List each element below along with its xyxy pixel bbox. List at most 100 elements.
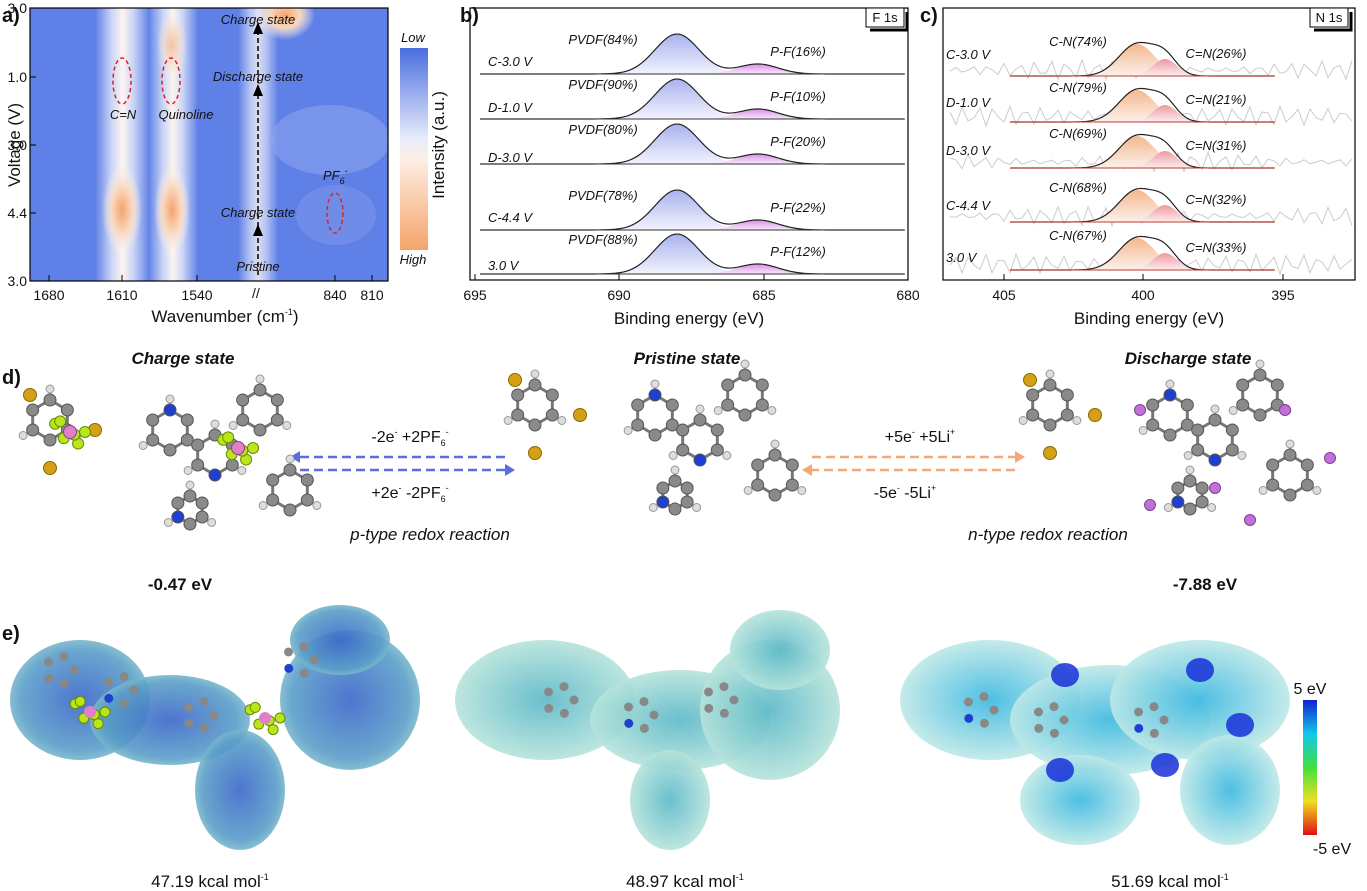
x-tick-label: 680 bbox=[896, 287, 920, 303]
atom bbox=[299, 642, 309, 652]
h-atom bbox=[670, 465, 680, 475]
badge bbox=[1309, 7, 1349, 28]
atom bbox=[785, 458, 799, 472]
atom bbox=[1049, 702, 1059, 712]
esp-negative bbox=[1226, 713, 1254, 737]
atom bbox=[1266, 478, 1280, 492]
esp-value: 51.69 kcal mol-1 bbox=[1111, 872, 1229, 891]
text-run: + bbox=[931, 483, 936, 493]
h-atom bbox=[740, 359, 750, 369]
h-atom bbox=[207, 518, 217, 527]
atom bbox=[146, 433, 160, 447]
atom bbox=[545, 388, 559, 402]
h-atom bbox=[165, 394, 175, 404]
row-label: C-4.4 V bbox=[488, 210, 533, 225]
text-run: +2e bbox=[371, 485, 398, 502]
atom bbox=[624, 718, 634, 728]
atom bbox=[1191, 423, 1205, 437]
text-run: ) bbox=[293, 307, 299, 326]
peak-label: PVDF(88%) bbox=[568, 232, 637, 247]
reaction: +5e- +5Li+ bbox=[885, 427, 956, 446]
panel-label: a) bbox=[2, 5, 20, 27]
esp-surface bbox=[1020, 755, 1140, 845]
peak-label: C-N(68%) bbox=[1049, 180, 1107, 195]
peak-label: P-F(16%) bbox=[770, 44, 826, 59]
atom bbox=[146, 413, 160, 427]
fitted-peak bbox=[1129, 253, 1201, 270]
atom bbox=[1026, 408, 1040, 422]
atom bbox=[183, 517, 197, 531]
heatmap bbox=[30, 8, 388, 281]
text-run: -2PF bbox=[402, 485, 441, 502]
s-atom bbox=[508, 373, 522, 387]
x-tick-label: 405 bbox=[992, 287, 1016, 303]
atom bbox=[639, 697, 649, 707]
colorbar bbox=[400, 48, 428, 250]
peak-label: C=N(31%) bbox=[1185, 138, 1246, 153]
h-atom bbox=[255, 374, 265, 384]
atom bbox=[676, 443, 690, 457]
atom bbox=[1270, 378, 1284, 392]
atom bbox=[544, 687, 554, 697]
atom bbox=[559, 708, 569, 718]
f-atom bbox=[222, 431, 235, 444]
h-atom bbox=[767, 406, 777, 415]
atom bbox=[1163, 428, 1177, 442]
atom bbox=[511, 408, 525, 422]
h-atom bbox=[1207, 503, 1217, 512]
fitted-peak bbox=[1129, 151, 1201, 168]
f-atom bbox=[79, 426, 91, 438]
fitted-peak bbox=[698, 154, 818, 164]
atom bbox=[964, 713, 974, 723]
axis-break: // bbox=[252, 285, 260, 301]
atom bbox=[648, 388, 662, 402]
text-run: - bbox=[446, 483, 449, 493]
atom bbox=[785, 478, 799, 492]
x-tick-label: 400 bbox=[1131, 287, 1155, 303]
text-run: -1 bbox=[736, 872, 744, 882]
h-atom bbox=[1228, 406, 1238, 415]
peak-label: C-N(67%) bbox=[1049, 228, 1107, 243]
atom bbox=[1225, 443, 1239, 457]
h-atom bbox=[1210, 404, 1220, 414]
reaction: -5e- -5Li+ bbox=[874, 483, 937, 502]
atom bbox=[59, 652, 69, 662]
atom bbox=[225, 458, 239, 472]
atom bbox=[1034, 707, 1044, 717]
peak-label: PVDF(78%) bbox=[568, 188, 637, 203]
atom bbox=[184, 718, 194, 728]
atom bbox=[26, 423, 40, 437]
esp-surface bbox=[455, 640, 635, 760]
h-atom bbox=[185, 480, 195, 490]
y-tick-label: 3.0 bbox=[8, 0, 28, 16]
h-atom bbox=[650, 379, 660, 389]
peak-label: C=N(33%) bbox=[1185, 240, 1246, 255]
esp-negative bbox=[1151, 753, 1179, 777]
text-run: +5Li bbox=[915, 429, 950, 446]
text-run: PF bbox=[323, 168, 341, 183]
x-tick-label: 1540 bbox=[181, 287, 212, 303]
state-title: Charge state bbox=[132, 349, 235, 368]
colorbar-label: 5 eV bbox=[1294, 681, 1327, 698]
h-atom bbox=[18, 431, 28, 440]
atom bbox=[266, 493, 280, 507]
marker bbox=[161, 57, 181, 105]
h-atom bbox=[1237, 451, 1247, 460]
annotation: Charge state bbox=[221, 205, 295, 220]
f-atom bbox=[249, 701, 261, 713]
colorbar-label: High bbox=[400, 252, 427, 267]
h-atom bbox=[228, 421, 238, 430]
atom bbox=[1060, 408, 1074, 422]
atom bbox=[266, 473, 280, 487]
atom bbox=[1300, 478, 1314, 492]
atom bbox=[1253, 408, 1267, 422]
peak-label: C=N(32%) bbox=[1185, 192, 1246, 207]
atom bbox=[270, 393, 284, 407]
atom bbox=[236, 413, 250, 427]
atom bbox=[656, 495, 670, 509]
x-tick-label: 685 bbox=[752, 287, 776, 303]
fitted-peak bbox=[698, 220, 818, 230]
atom bbox=[1059, 715, 1069, 725]
panel-label: d) bbox=[2, 367, 21, 389]
fitted-peak bbox=[611, 234, 743, 274]
